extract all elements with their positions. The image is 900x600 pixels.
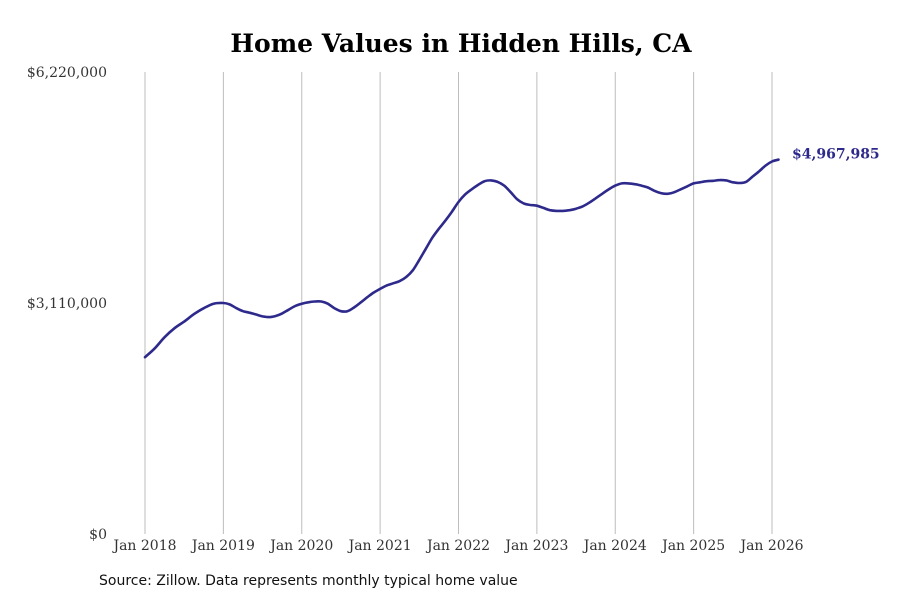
source-note: Source: Zillow. Data represents monthly … xyxy=(99,573,518,589)
x-tick-label: Jan 2025 xyxy=(660,538,725,554)
x-tick-label: Jan 2021 xyxy=(347,538,412,554)
y-axis-ticks: $0 $3,110,000 $6,220,000 xyxy=(27,65,107,543)
x-tick-label: Jan 2024 xyxy=(582,538,647,554)
x-tick-label: Jan 2020 xyxy=(268,538,333,554)
y-tick-label: $0 xyxy=(89,527,107,543)
series-line xyxy=(143,158,780,359)
x-tick-label: Jan 2018 xyxy=(111,538,176,554)
end-value-label: $4,967,985 xyxy=(792,147,880,163)
x-axis-ticks: Jan 2018 Jan 2019 Jan 2020 Jan 2021 Jan 2022… xyxy=(111,538,803,554)
y-tick-label: $3,110,000 xyxy=(27,296,107,312)
series-layer: $4,967,985 xyxy=(143,147,880,359)
grid-lines xyxy=(144,72,773,534)
x-tick-label: Jan 2019 xyxy=(190,538,255,554)
chart-title: Home Values in Hidden Hills, CA xyxy=(230,29,692,58)
y-tick-label: $6,220,000 xyxy=(27,65,107,81)
x-tick-label: Jan 2026 xyxy=(738,538,803,554)
x-tick-label: Jan 2023 xyxy=(503,538,568,554)
x-tick-label: Jan 2022 xyxy=(425,538,490,554)
